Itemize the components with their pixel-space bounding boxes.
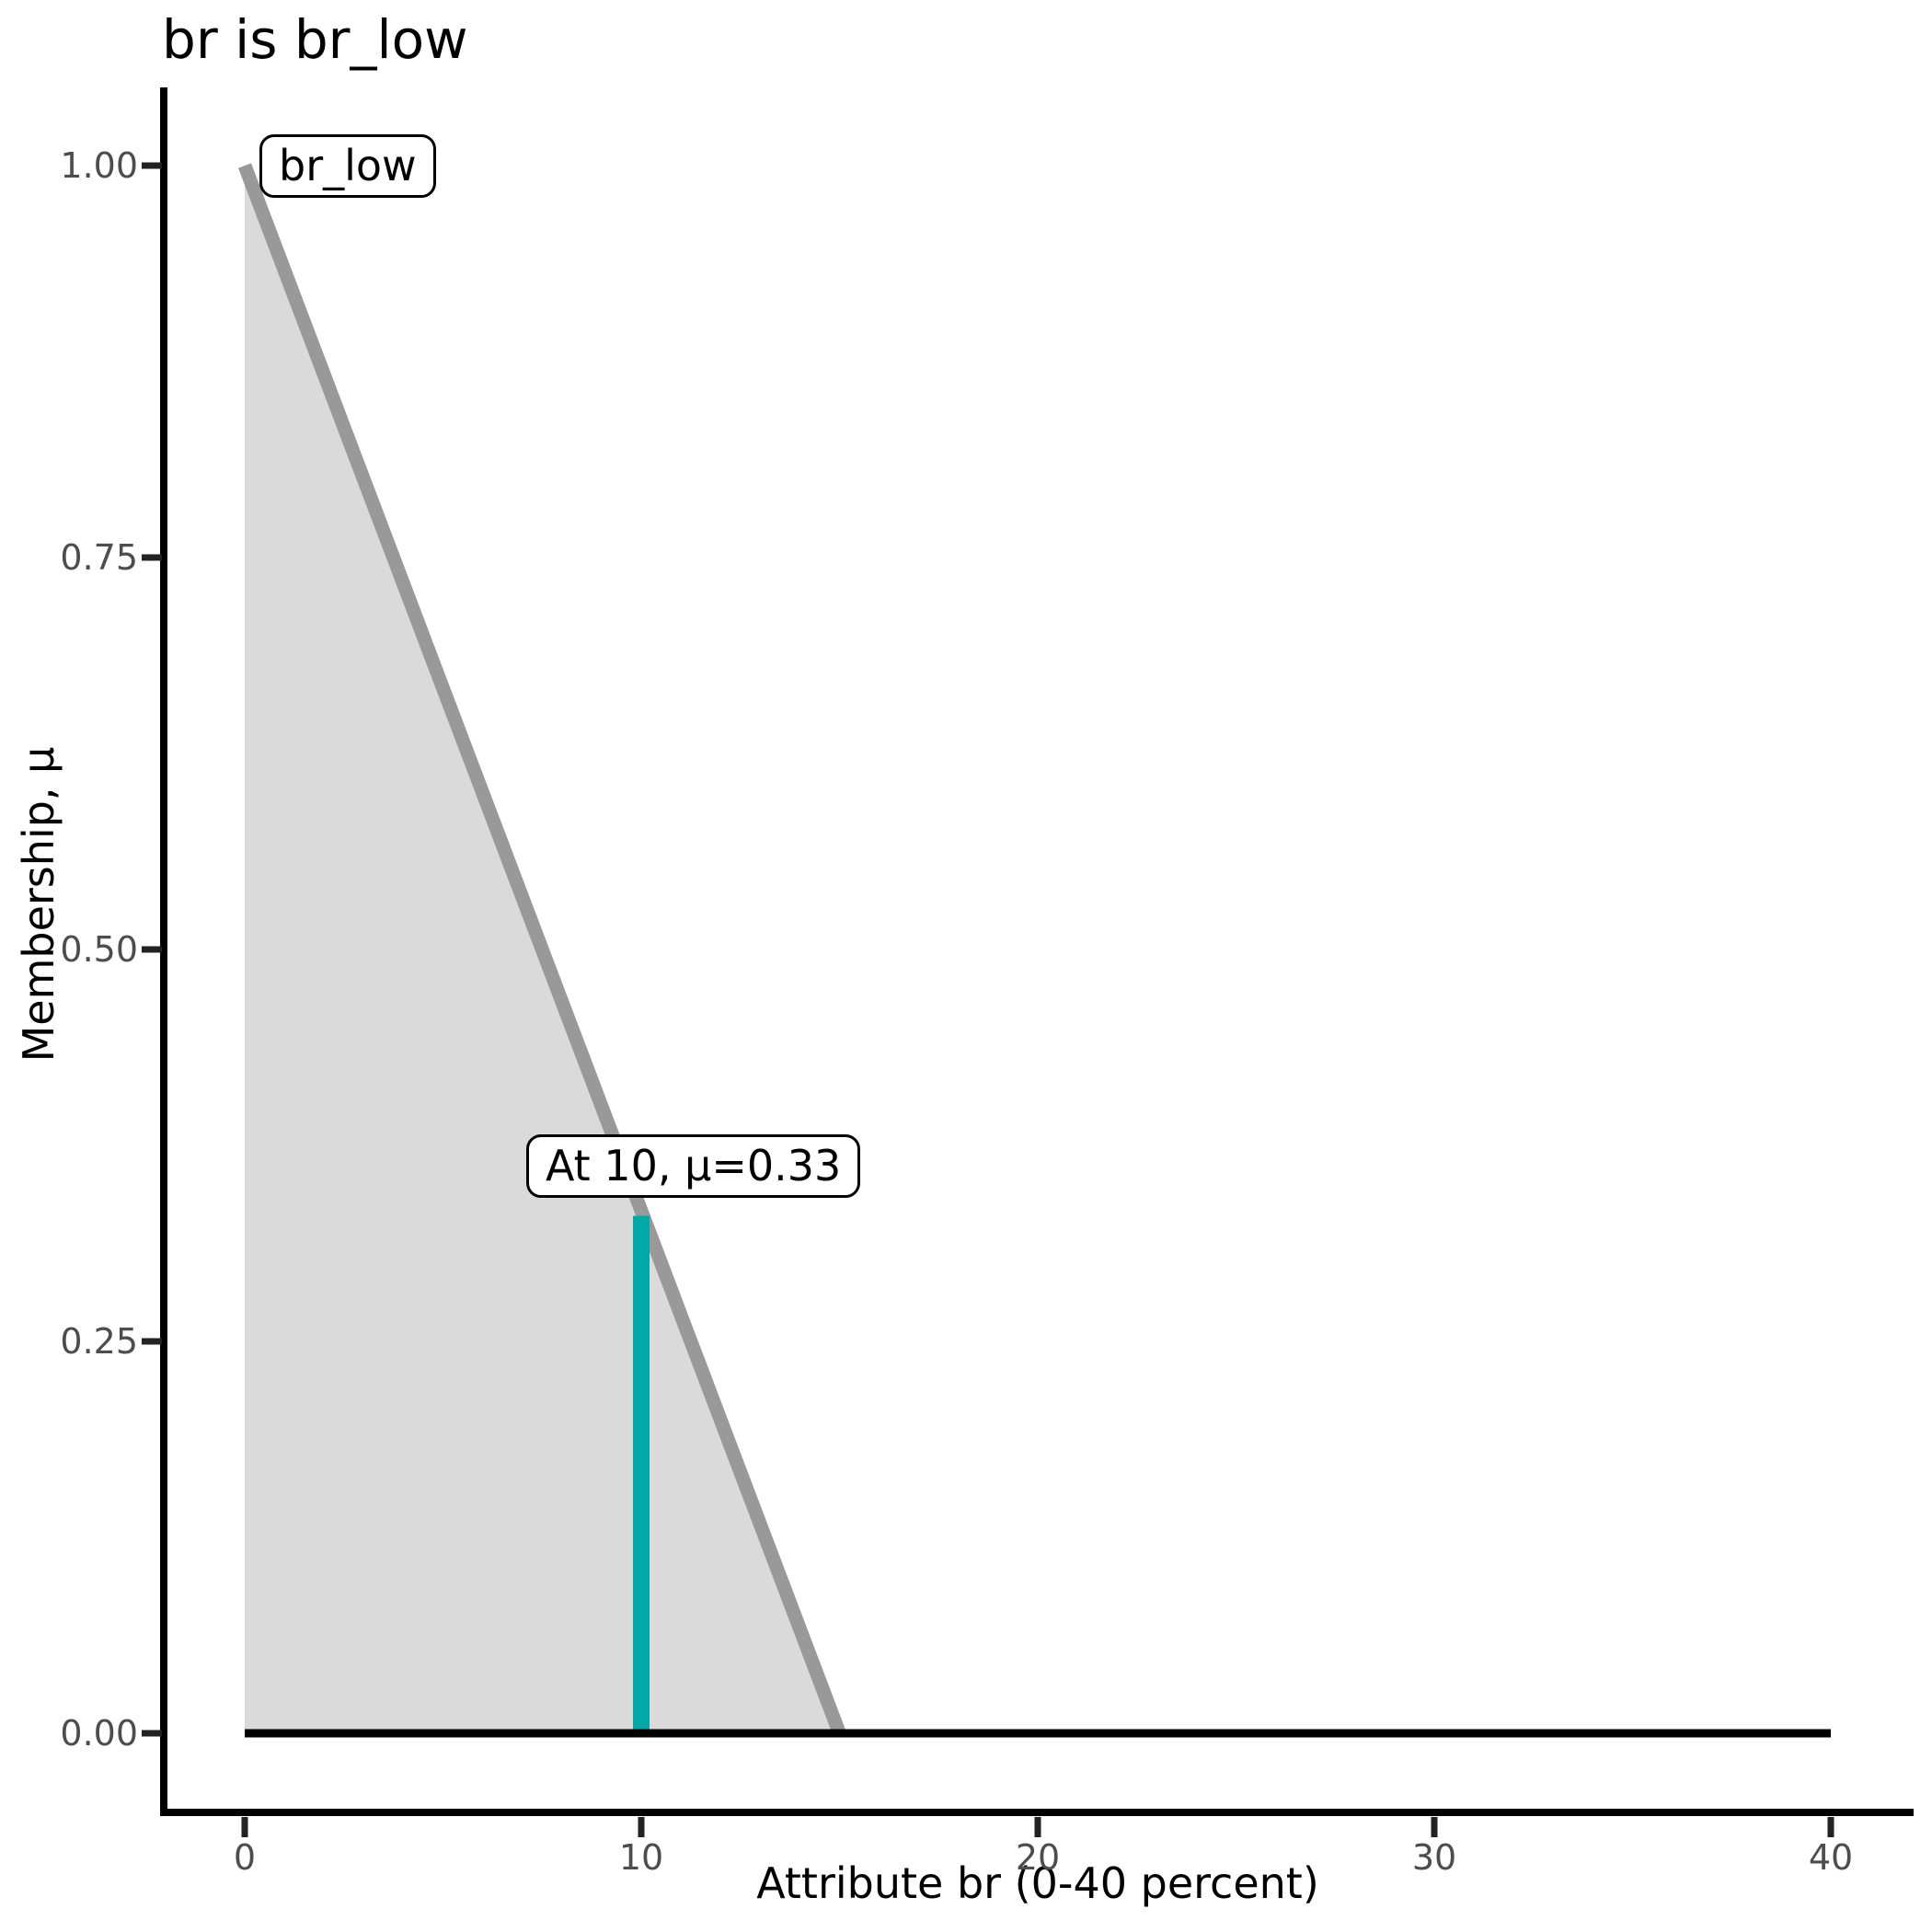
y-tick-label: 0.00 bbox=[60, 1713, 138, 1754]
chart-title: br is br_low bbox=[162, 8, 468, 71]
x-tick-label: 0 bbox=[233, 1837, 257, 1878]
y-tick-label: 0.25 bbox=[60, 1321, 138, 1362]
y-tick-label: 0.50 bbox=[60, 929, 138, 970]
x-tick-label: 10 bbox=[618, 1837, 664, 1878]
x-tick-label: 20 bbox=[1015, 1837, 1061, 1878]
annotation-at-10: At 10, μ=0.33 bbox=[526, 1134, 861, 1198]
x-tick-label: 40 bbox=[1808, 1837, 1854, 1878]
annotation-br-low: br_low bbox=[259, 134, 436, 198]
y-tick-label: 1.00 bbox=[60, 145, 138, 186]
x-tick-label: 30 bbox=[1411, 1837, 1457, 1878]
y-axis-label: Membership, μ bbox=[14, 746, 63, 1063]
br_low-membership-function bbox=[237, 163, 846, 1736]
y-tick-label: 0.75 bbox=[60, 537, 138, 578]
x-axis-label: Attribute br (0-40 percent) bbox=[756, 1858, 1319, 1908]
